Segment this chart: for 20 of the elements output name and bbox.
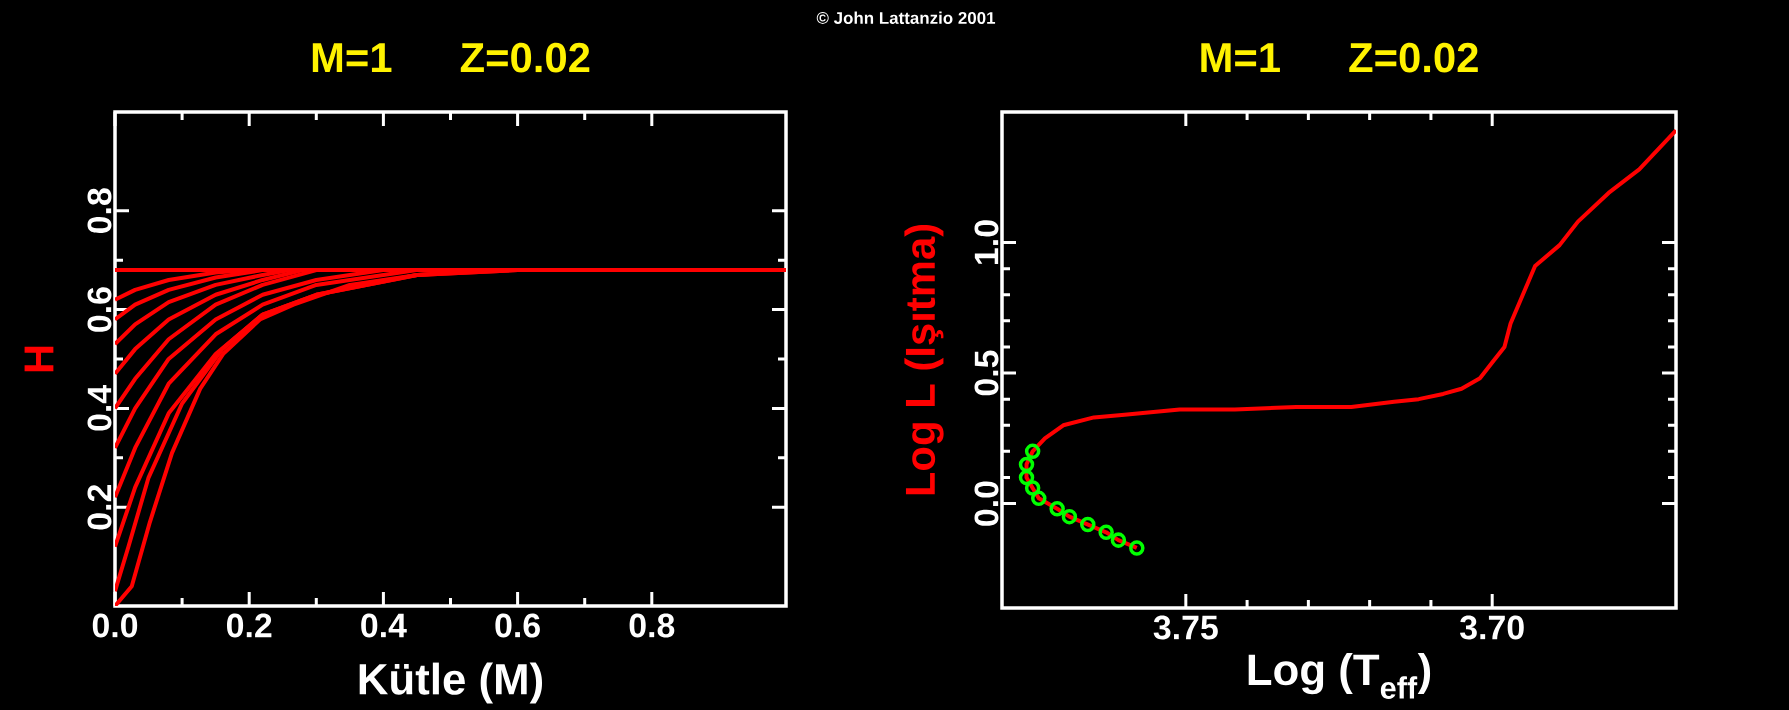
text: © John Lattanzio 2001 [816, 11, 996, 24]
y-axis-title: Log L (Işıtma) [904, 224, 944, 495]
x-axis-title: Kütle (M) [359, 662, 543, 704]
chart-title: M=1 Z=0.02 [312, 42, 590, 73]
y-tick-label: 0.6 [87, 287, 112, 332]
y-tick-label: 0.8 [87, 188, 112, 233]
y-tick-label: 0.4 [87, 385, 112, 431]
y-tick-label: 1.0 [974, 220, 999, 264]
x-tick-label: 0.8 [629, 613, 675, 638]
y-axis-title: H [24, 346, 54, 372]
x-tick-label: 0.2 [227, 613, 272, 638]
y-tick-label: 0.0 [974, 481, 999, 526]
x-tick-label: 0.4 [361, 613, 407, 638]
chart-title: M=1 Z=0.02 [1201, 42, 1478, 73]
x-tick-label: 3.70 [1460, 615, 1524, 640]
x-tick-label: 0.6 [495, 613, 540, 638]
y-tick-label: 0.5 [974, 350, 999, 396]
y-tick-label: 0.2 [87, 485, 112, 530]
x-axis-title: Log (T$_{eff}$) [1248, 653, 1431, 699]
x-tick-label: 3.75 [1153, 615, 1218, 640]
